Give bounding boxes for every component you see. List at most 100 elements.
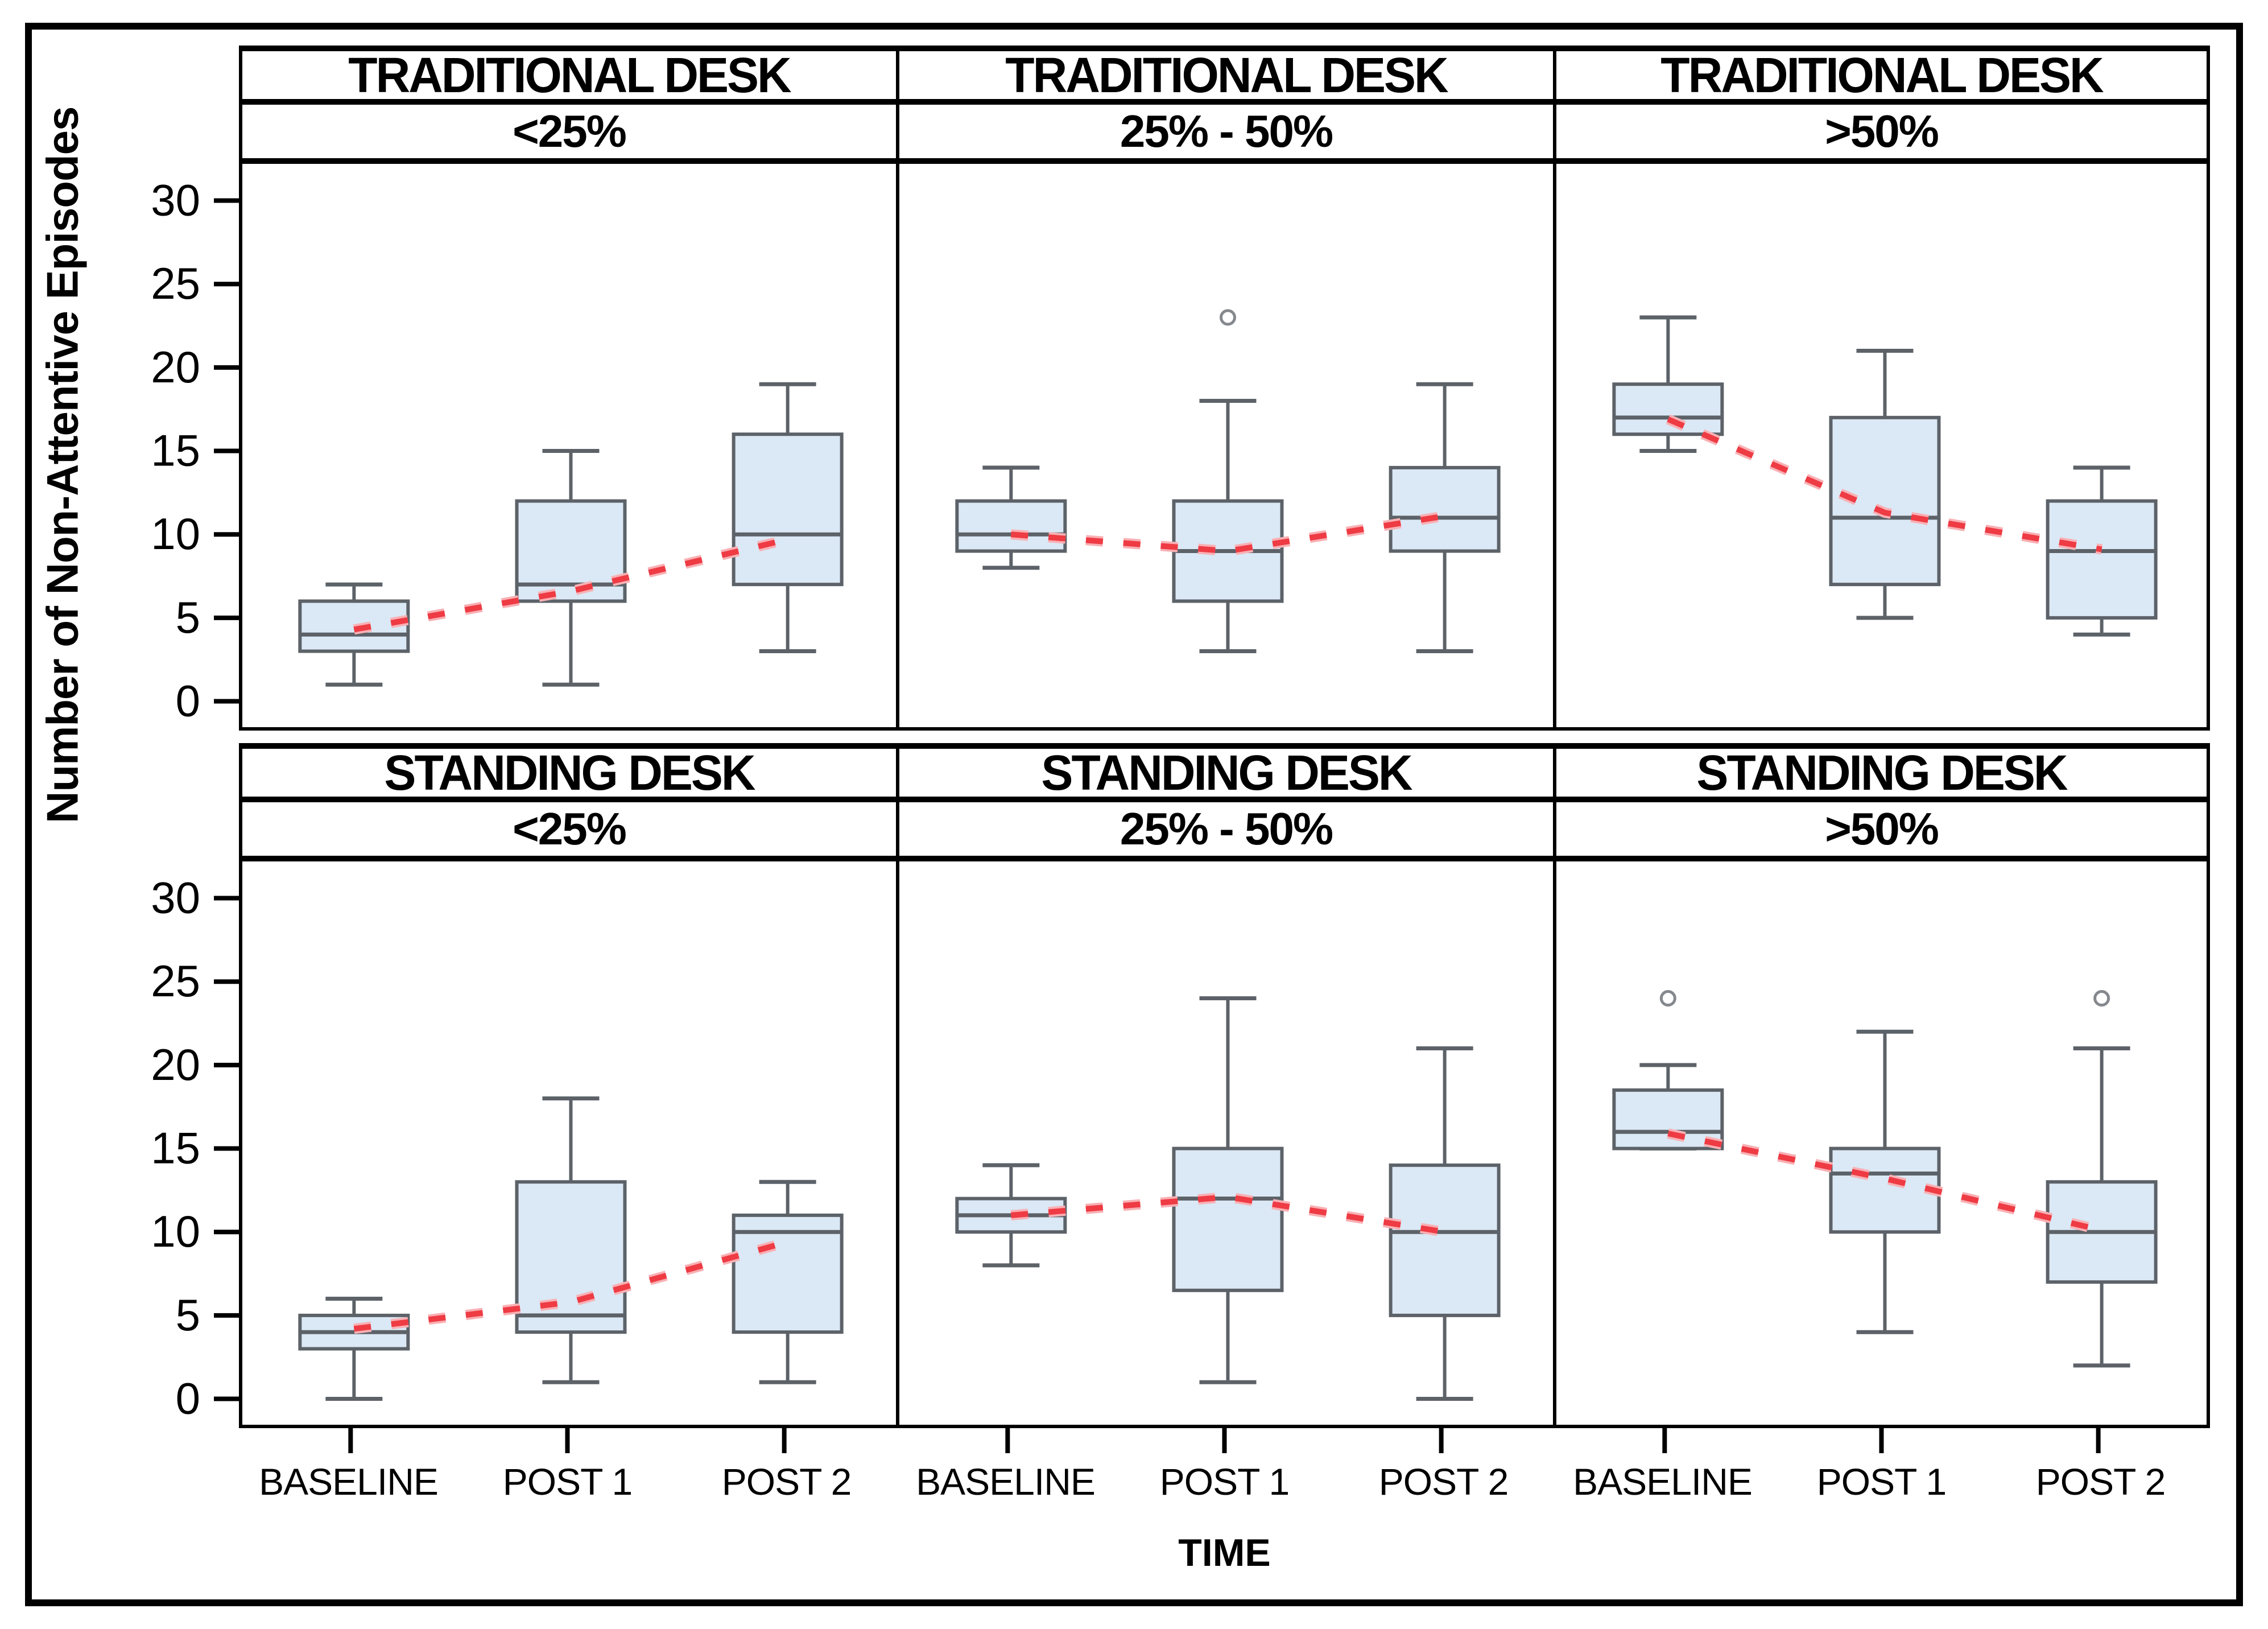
boxplot-panel bbox=[1612, 990, 2158, 1368]
axis-gutter bbox=[51, 105, 239, 164]
iqr-box bbox=[955, 499, 1067, 553]
y-tick-label: 25 bbox=[151, 258, 200, 308]
y-axis-gutter: 0 5 10 15 20 25 30 bbox=[51, 861, 239, 1428]
facet-header-cell: STANDING DESK bbox=[1553, 743, 2210, 802]
y-axis-gutter: 0 5 10 15 20 25 30 bbox=[51, 164, 239, 731]
x-label-group: BASELINE POST 1 POST 2 bbox=[239, 1457, 896, 1503]
x-axis-ticks bbox=[348, 1428, 787, 1453]
y-tick-label: 5 bbox=[176, 1290, 200, 1340]
iqr-box bbox=[1172, 1147, 1284, 1292]
mean-trend-line bbox=[1667, 416, 2102, 552]
facet-subheader-cell: <25% bbox=[239, 802, 896, 861]
plot-row: 0 5 10 15 20 25 30 bbox=[51, 861, 2210, 1428]
facet-percent-label: 25% - 50% bbox=[1119, 106, 1333, 156]
x-label-group: BASELINE POST 1 POST 2 bbox=[1553, 1457, 2210, 1503]
facet-desk-label: TRADITIONAL DESK bbox=[1660, 47, 2104, 103]
facet-subheader-row: <25% 25% - 50% >50% bbox=[51, 105, 2210, 164]
iqr-box bbox=[1389, 465, 1501, 553]
x-label-row: BASELINE POST 1 POST 2 BASELINE POST 1 POST 2… bbox=[51, 1457, 2210, 1511]
x-axis-title: TIME bbox=[1178, 1531, 1271, 1574]
facet-desk-label: STANDING DESK bbox=[1041, 744, 1412, 801]
boxplot-panel bbox=[298, 382, 844, 687]
facet-subheader-cell: >50% bbox=[1553, 802, 2210, 861]
outlier-point bbox=[1220, 309, 1236, 326]
facet-desk-label: STANDING DESK bbox=[384, 744, 755, 801]
plot-panel bbox=[1553, 861, 2210, 1428]
plot-panel bbox=[1553, 164, 2210, 731]
axis-gutter bbox=[51, 1428, 239, 1457]
facet-subheader-cell: <25% bbox=[239, 105, 896, 164]
x-axis-ticks bbox=[1662, 1428, 2101, 1453]
facet-header-cell: STANDING DESK bbox=[896, 743, 1553, 802]
plot-panel bbox=[896, 861, 1553, 1428]
facet-subheader-cell: 25% - 50% bbox=[896, 105, 1553, 164]
facet-desk-label: TRADITIONAL DESK bbox=[348, 47, 791, 103]
y-tick-label: 20 bbox=[151, 342, 200, 392]
boxplot-panel bbox=[298, 1096, 844, 1401]
x-tick-cell bbox=[239, 1428, 896, 1457]
x-tick-row bbox=[51, 1428, 2210, 1457]
axis-gutter bbox=[51, 743, 239, 802]
boxplot-panel bbox=[955, 996, 1501, 1401]
y-tick-label: 25 bbox=[151, 956, 200, 1006]
iqr-box bbox=[1829, 1147, 1941, 1234]
facet-percent-label: >50% bbox=[1825, 803, 1939, 854]
iqr-box bbox=[732, 432, 844, 587]
figure-frame: Number of Non-Attentive Episodes TRADITI… bbox=[25, 23, 2243, 1606]
y-tick-label: 30 bbox=[151, 175, 200, 225]
y-axis: 0 5 10 15 20 25 30 bbox=[151, 175, 239, 726]
iqr-box bbox=[1389, 1163, 1501, 1317]
y-tick-label: 0 bbox=[176, 676, 200, 726]
y-tick-label: 15 bbox=[151, 426, 200, 476]
x-axis-ticks bbox=[1005, 1428, 1444, 1453]
facet-subheader-cell: >50% bbox=[1553, 105, 2210, 164]
x-tick-cell bbox=[1553, 1428, 2210, 1457]
facet-desk-label: TRADITIONAL DESK bbox=[1005, 47, 1448, 103]
y-tick-label: 5 bbox=[176, 592, 200, 642]
x-tick-cell bbox=[896, 1428, 1553, 1457]
row-spacer bbox=[51, 731, 2210, 743]
plot-row: 0 5 10 15 20 25 30 bbox=[51, 164, 2210, 731]
facet-header-cell: TRADITIONAL DESK bbox=[896, 46, 1553, 105]
facet-percent-label: <25% bbox=[513, 803, 627, 854]
x-category-label: POST 1 bbox=[502, 1461, 633, 1503]
iqr-box bbox=[1612, 1088, 1724, 1150]
facet-header-row: TRADITIONAL DESK TRADITIONAL DESK TRADITIO… bbox=[51, 46, 2210, 105]
x-label-group: BASELINE POST 1 POST 2 bbox=[896, 1457, 1553, 1503]
x-category-label: BASELINE bbox=[259, 1461, 439, 1503]
x-category-label: BASELINE bbox=[1573, 1461, 1753, 1503]
facet-subheader-row: <25% 25% - 50% >50% bbox=[51, 802, 2210, 861]
iqr-box bbox=[2046, 499, 2158, 620]
panel-grid: TRADITIONAL DESK TRADITIONAL DESK TRADITIO… bbox=[51, 46, 2210, 1575]
facet-percent-label: 25% - 50% bbox=[1119, 803, 1333, 854]
facet-subheader-cell: 25% - 50% bbox=[896, 802, 1553, 861]
outlier-point bbox=[1659, 990, 1676, 1007]
boxplot-panel bbox=[955, 309, 1501, 654]
y-tick-label: 15 bbox=[151, 1123, 200, 1173]
iqr-box bbox=[732, 1213, 844, 1334]
outlier-point bbox=[2093, 990, 2110, 1007]
x-category-label: POST 2 bbox=[721, 1461, 852, 1503]
facet-desk-label: STANDING DESK bbox=[1696, 744, 2068, 801]
plot-panel bbox=[896, 164, 1553, 731]
facet-header-row: STANDING DESK STANDING DESK STANDING DESK bbox=[51, 743, 2210, 802]
plot-panel bbox=[239, 164, 896, 731]
y-tick-label: 20 bbox=[151, 1040, 200, 1090]
boxplot-panel bbox=[1612, 315, 2158, 637]
y-tick-label: 10 bbox=[151, 1206, 200, 1256]
x-category-label: BASELINE bbox=[916, 1461, 1096, 1503]
x-category-label: POST 1 bbox=[1816, 1461, 1947, 1503]
x-category-label: POST 2 bbox=[1378, 1461, 1509, 1503]
facet-header-cell: STANDING DESK bbox=[239, 743, 896, 802]
iqr-box bbox=[1612, 382, 1724, 436]
x-category-label: POST 1 bbox=[1159, 1461, 1290, 1503]
y-tick-label: 0 bbox=[176, 1374, 200, 1424]
axis-gutter bbox=[51, 46, 239, 105]
y-tick-label: 30 bbox=[151, 873, 200, 923]
plot-panel bbox=[239, 861, 896, 1428]
facet-header-cell: TRADITIONAL DESK bbox=[239, 46, 896, 105]
x-category-label: POST 2 bbox=[2035, 1461, 2166, 1503]
y-tick-label: 10 bbox=[151, 509, 200, 559]
facet-header-cell: TRADITIONAL DESK bbox=[1553, 46, 2210, 105]
y-axis: 0 5 10 15 20 25 30 bbox=[151, 873, 239, 1424]
